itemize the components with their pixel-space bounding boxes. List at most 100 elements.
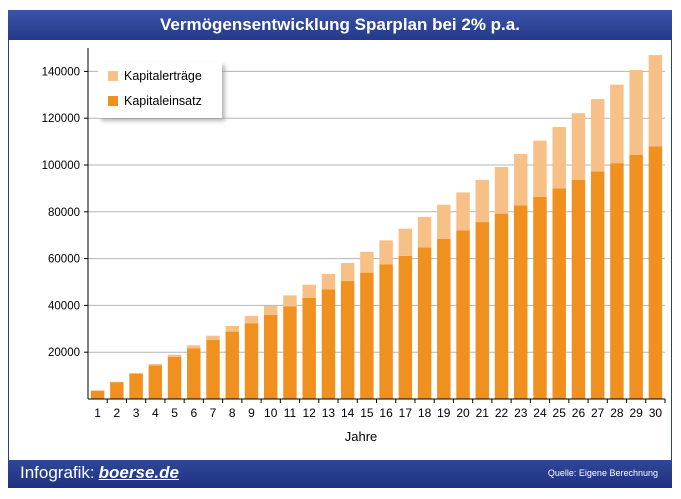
x-tick-label: 1 <box>94 406 101 420</box>
bar-kapitalertraege <box>321 273 336 290</box>
bar-kapitaleinsatz <box>206 340 220 399</box>
brand-name: boerse.de <box>98 463 179 482</box>
bar-kapitaleinsatz <box>475 222 490 399</box>
bar-kapitalertraege <box>225 325 239 332</box>
bar-kapitalertraege <box>360 251 374 273</box>
bar-kapitalertraege <box>417 216 432 248</box>
bar-kapitalertraege <box>437 204 451 239</box>
y-tick-label: 140000 <box>42 66 80 78</box>
x-tick-label: 7 <box>210 406 217 420</box>
x-tick-label: 27 <box>591 406 605 420</box>
y-tick-label: 100000 <box>42 160 80 172</box>
source-note: Quelle: Eigene Berechnung <box>547 468 658 478</box>
legend-label-kapitalertraege: Kapitalerträge <box>124 69 202 83</box>
legend-box <box>98 62 222 118</box>
chart-title: Vermögensentwicklung Sparplan bei 2% p.a… <box>8 10 672 40</box>
bar-kapitaleinsatz <box>514 205 528 399</box>
bar-kapitaleinsatz <box>129 373 143 399</box>
bar-kapitalertraege <box>379 240 393 265</box>
bar-kapitalertraege <box>610 84 624 164</box>
bar-kapitalertraege <box>398 228 413 256</box>
x-tick-label: 22 <box>495 406 509 420</box>
x-axis-label: Jahre <box>345 429 378 444</box>
x-tick-label: 26 <box>572 406 586 420</box>
bar-kapitalertraege <box>533 140 547 197</box>
bar-kapitalertraege <box>263 305 278 315</box>
bar-kapitaleinsatz <box>321 289 336 399</box>
legend-swatch-kapitaleinsatz <box>108 96 118 106</box>
bar-kapitaleinsatz <box>302 297 316 399</box>
bar-kapitalertraege <box>514 153 528 206</box>
bar-kapitalertraege <box>552 127 566 189</box>
x-tick-label: 17 <box>399 406 413 420</box>
x-tick-label: 25 <box>553 406 567 420</box>
x-tick-label: 3 <box>133 406 140 420</box>
bar-kapitalertraege <box>244 315 259 324</box>
x-tick-label: 2 <box>114 406 121 420</box>
bar-kapitaleinsatz <box>90 390 105 399</box>
bar-kapitaleinsatz <box>167 356 182 399</box>
x-tick-label: 4 <box>152 406 159 420</box>
footer-brand: Infografik: boerse.de <box>20 463 179 483</box>
bar-kapitaleinsatz <box>148 365 163 399</box>
bar-kapitalertraege <box>302 284 316 298</box>
bar-kapitaleinsatz <box>552 188 566 399</box>
y-tick-label: 60000 <box>48 254 80 266</box>
y-tick-label: 80000 <box>48 207 80 219</box>
bar-kapitalertraege <box>167 354 182 357</box>
x-tick-label: 11 <box>284 406 297 420</box>
x-tick-label: 29 <box>629 406 643 420</box>
x-tick-label: 14 <box>341 406 355 420</box>
brand-prefix: Infografik: <box>20 463 95 482</box>
bar-kapitaleinsatz <box>340 281 355 399</box>
legend-label-kapitaleinsatz: Kapitaleinsatz <box>124 94 202 108</box>
bar-kapitaleinsatz <box>590 171 605 399</box>
bar-kapitalertraege <box>629 70 643 155</box>
x-tick-label: 24 <box>533 406 547 420</box>
x-tick-label: 10 <box>264 406 278 420</box>
y-tick-label: 20000 <box>48 347 80 359</box>
bar-kapitalertraege <box>456 192 470 231</box>
bar-kapitalertraege <box>129 372 143 374</box>
bar-kapitaleinsatz <box>610 163 624 399</box>
legend: Kapitalerträge Kapitaleinsatz <box>98 62 222 118</box>
x-tick-label: 5 <box>171 406 178 420</box>
y-tick-label: 120000 <box>42 113 80 125</box>
x-tick-label: 19 <box>437 406 451 420</box>
bar-kapitalertraege <box>148 363 163 366</box>
bar-kapitaleinsatz <box>456 230 470 399</box>
x-tick-label: 13 <box>322 406 336 420</box>
bar-kapitaleinsatz <box>263 314 278 399</box>
bar-kapitalertraege <box>475 179 490 223</box>
x-tick-label: 12 <box>303 406 317 420</box>
x-tick-label: 16 <box>379 406 393 420</box>
x-tick-label: 28 <box>610 406 624 420</box>
bar-kapitaleinsatz <box>494 213 509 399</box>
x-tick-label: 6 <box>190 406 197 420</box>
x-tick-label: 15 <box>360 406 374 420</box>
x-tick-label: 9 <box>248 406 255 420</box>
bar-kapitalertraege <box>494 167 509 214</box>
x-tick-label: 30 <box>649 406 663 420</box>
bar-kapitaleinsatz <box>648 146 663 399</box>
x-tick-label: 20 <box>456 406 470 420</box>
bar-kapitalertraege <box>206 335 220 341</box>
bar-kapitaleinsatz <box>398 255 413 399</box>
bar-kapitalertraege <box>571 113 586 180</box>
bar-kapitalertraege <box>648 55 663 147</box>
x-tick-label: 23 <box>514 406 528 420</box>
bar-kapitaleinsatz <box>379 264 393 399</box>
bar-kapitalertraege <box>590 99 605 172</box>
bar-kapitaleinsatz <box>629 154 643 399</box>
legend-swatch-kapitalertraege <box>108 71 118 81</box>
bar-kapitaleinsatz <box>533 196 547 399</box>
bar-kapitaleinsatz <box>571 179 586 399</box>
bar-kapitaleinsatz <box>417 247 432 399</box>
y-tick-label: 40000 <box>48 300 80 312</box>
bar-kapitaleinsatz <box>244 323 259 399</box>
x-tick-label: 18 <box>418 406 432 420</box>
bar-kapitaleinsatz <box>110 382 124 399</box>
bar-kapitaleinsatz <box>225 331 239 399</box>
bar-kapitalertraege <box>340 262 355 282</box>
